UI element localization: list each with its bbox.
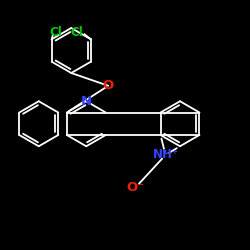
- Text: NH⁺: NH⁺: [152, 148, 178, 162]
- Text: O⁻: O⁻: [126, 181, 145, 194]
- Text: Cl: Cl: [49, 26, 62, 40]
- Text: O: O: [103, 79, 114, 92]
- Text: Cl: Cl: [70, 26, 83, 40]
- Text: N: N: [81, 95, 92, 108]
